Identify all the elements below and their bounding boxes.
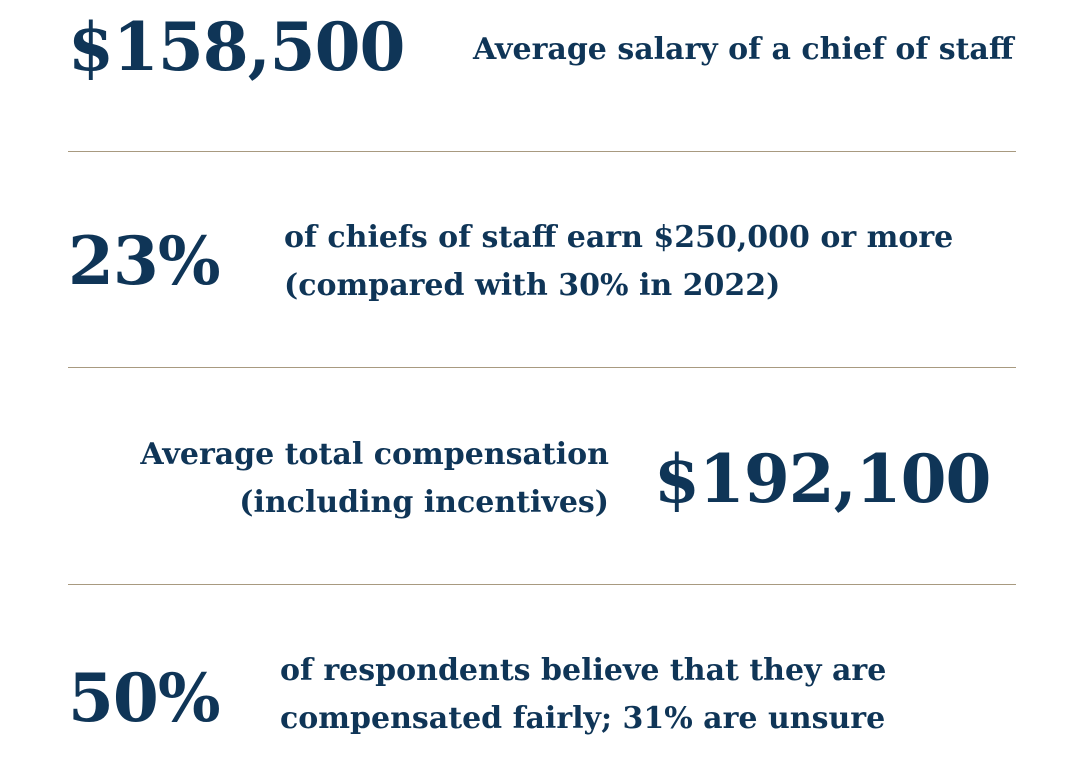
stat-value-average-salary: $158,500	[68, 8, 405, 86]
stat-label-line: (compared with 30% in 2022)	[284, 268, 781, 303]
stat-label-high-earners: of chiefs of staff earn $250,000 or more…	[284, 214, 953, 310]
stat-value-total-compensation: $192,100	[654, 440, 991, 518]
stat-label-fair-compensation: of respondents believe that they are com…	[280, 647, 886, 743]
divider	[68, 151, 1016, 152]
stat-label-average-salary: Average salary of a chief of staff	[473, 26, 1014, 74]
stat-value-fair-compensation: 50%	[68, 659, 221, 737]
stat-label-line: Average total compensation	[140, 437, 609, 472]
divider	[68, 584, 1016, 585]
divider	[68, 367, 1016, 368]
stat-label-line: Average salary of a chief of staff	[473, 32, 1014, 67]
stat-label-line: of chiefs of staff earn $250,000 or more	[284, 220, 954, 255]
stat-value-high-earners: 23%	[68, 222, 221, 300]
stat-label-line: compensated fairly; 31% are unsure	[280, 701, 886, 736]
stat-label-line: (including incentives)	[239, 485, 609, 520]
stat-label-total-compensation: Average total compensation (including in…	[140, 431, 609, 527]
stat-label-line: of respondents believe that they are	[280, 653, 887, 688]
